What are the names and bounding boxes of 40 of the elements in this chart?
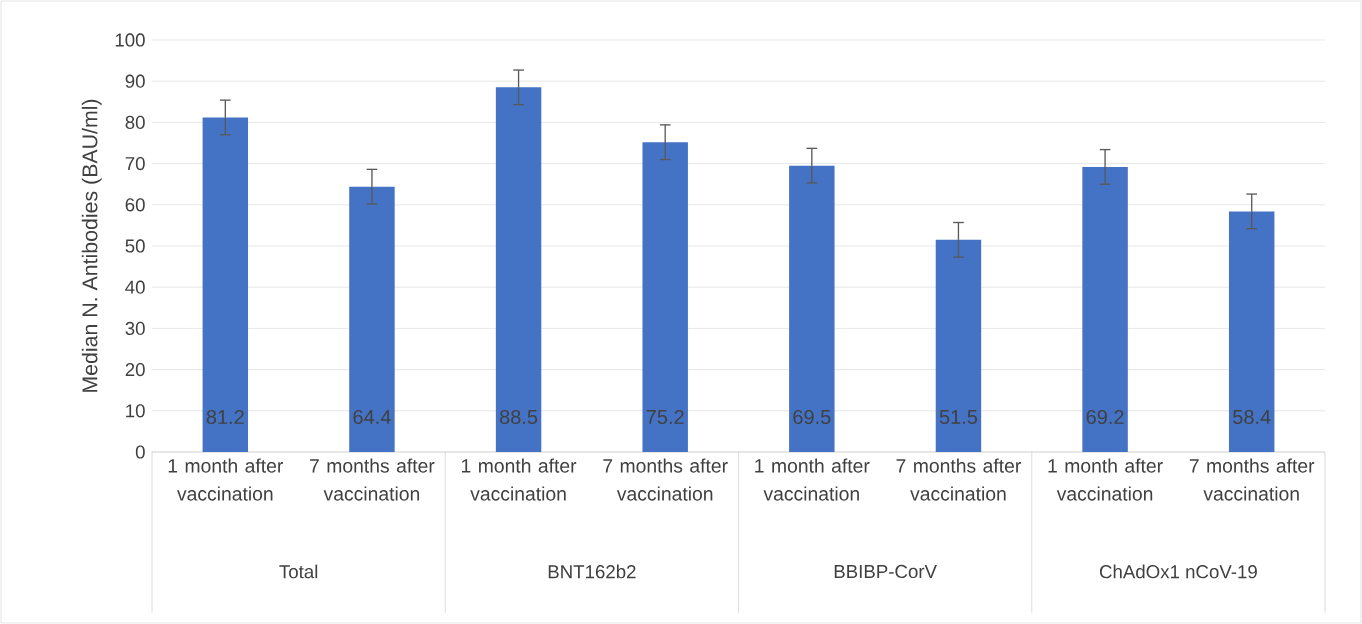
y-tick-label: 0 [135, 445, 145, 459]
x-tick-label: 7 months after vaccination [1189, 458, 1315, 501]
text: Total [279, 564, 318, 579]
x-tick-label: 1 month after vaccination [1048, 458, 1163, 501]
y-tick-label: 20 [125, 362, 145, 377]
data-label: 51.5 [939, 410, 978, 424]
text: BBIBP-CorV [834, 564, 937, 579]
data-label: 69.5 [793, 409, 831, 425]
data-label: 64.4 [353, 409, 391, 425]
bar [1228, 211, 1275, 452]
y-tick-label: 60 [125, 198, 145, 212]
data-label: 58.4 [1233, 409, 1271, 425]
x-tick-label: 1 month after vaccination [462, 458, 577, 501]
y-tick-label: 90 [125, 74, 145, 88]
y-tick-label: 50 [125, 239, 145, 253]
data-label: 69.2 [1086, 409, 1124, 425]
y-tick-label: 10 [126, 404, 145, 418]
x-tick-label: 1 month after vaccination [755, 458, 870, 501]
bar [495, 87, 542, 452]
text: BNT162b2 [548, 564, 636, 579]
data-label: 75.2 [646, 409, 684, 425]
y-tick-label: 30 [125, 321, 145, 336]
bar [1082, 166, 1128, 452]
y-tick-label: 100 [115, 33, 145, 47]
y-axis-title: Median N. Antibodies (BAU/ml) [81, 99, 102, 392]
bar [935, 239, 982, 452]
y-tick-label: 70 [125, 156, 145, 171]
x-tick-label: 7 months after vaccination [310, 458, 435, 501]
data-label: 88.5 [499, 409, 538, 425]
x-tick-label: 1 month after vaccination [168, 458, 284, 501]
text: ChAdOx1 nCoV-19 [1099, 564, 1257, 579]
bar [349, 186, 395, 452]
y-tick-label: 40 [125, 280, 145, 294]
bar [642, 142, 688, 452]
data-label: 81.2 [206, 409, 244, 425]
bar [202, 117, 249, 452]
x-tick-label: 7 months after vaccination [603, 458, 728, 501]
x-tick-label: 7 months after vaccination [896, 458, 1021, 501]
y-tick-label: 80 [125, 115, 145, 130]
bar [789, 165, 835, 452]
